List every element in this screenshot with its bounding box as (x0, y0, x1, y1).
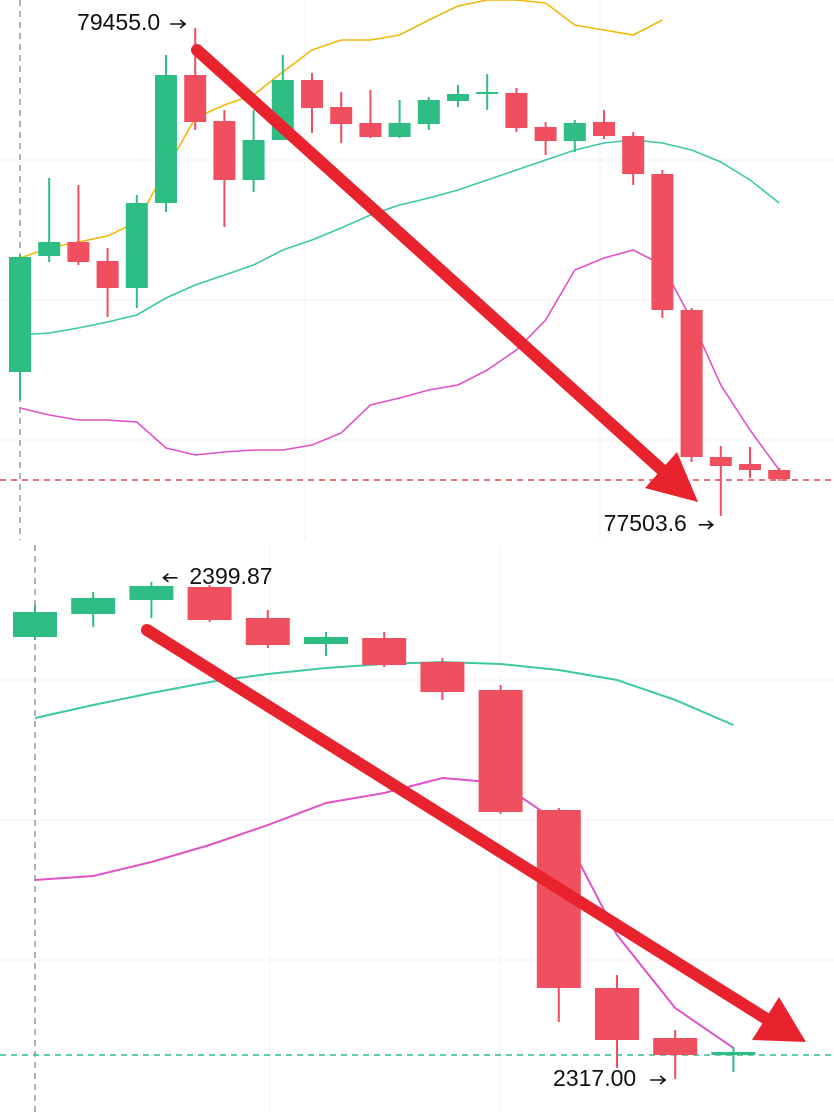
candle-body (711, 1052, 756, 1055)
candle-body (534, 127, 557, 141)
candle-body (304, 636, 348, 644)
candle-body (242, 140, 265, 180)
candle-body (38, 242, 61, 256)
candle-body (359, 123, 382, 137)
indicator-line (34, 660, 734, 726)
candle-body (187, 587, 232, 620)
annotation-arrow (170, 19, 187, 29)
candle-body (13, 612, 57, 637)
candle-body (213, 121, 236, 180)
annotation-arrow (162, 573, 178, 583)
candle-body (563, 123, 586, 141)
candle-body (125, 203, 148, 288)
candle-body (653, 1038, 698, 1055)
candle-body (330, 107, 353, 124)
candle-body (505, 93, 528, 128)
candle-body (301, 80, 323, 108)
panel: 2399.87 2317.00 (0, 563, 834, 1091)
candle-body (680, 310, 703, 457)
candle-body (420, 662, 465, 692)
annotation-arrow (698, 520, 715, 530)
annotation-label: 77503.6 (604, 510, 687, 536)
candle-body (595, 987, 639, 1040)
candle-body (651, 174, 674, 310)
candle-body (478, 690, 523, 812)
indicator-line (19, 139, 780, 336)
candle-body (739, 464, 761, 470)
trend-arrows (141, 44, 806, 1042)
candle-body (476, 92, 499, 94)
candle-body (129, 585, 174, 601)
candle-body (67, 242, 90, 262)
indicator-line (34, 776, 734, 1049)
candle-body (155, 75, 177, 203)
annotation-label: 2317.00 (553, 1065, 636, 1091)
annotation-label: 79455.0 (77, 9, 160, 35)
candle-body (709, 457, 732, 466)
annotation-arrow (650, 1075, 667, 1085)
candle-body (184, 75, 207, 122)
candle-body (417, 100, 440, 124)
candle-body (362, 638, 407, 665)
candle-body (245, 618, 290, 646)
candle-body (9, 257, 31, 372)
candle-body (768, 470, 791, 479)
panel: 79455.0 77503.6 (0, 0, 834, 536)
candle-body (71, 597, 116, 614)
candle-body (96, 261, 119, 288)
candle-body (447, 94, 469, 101)
annotation-label: 2399.87 (189, 563, 272, 589)
candle-body (593, 122, 615, 136)
candle-body (622, 136, 645, 174)
candle-body (388, 123, 411, 137)
